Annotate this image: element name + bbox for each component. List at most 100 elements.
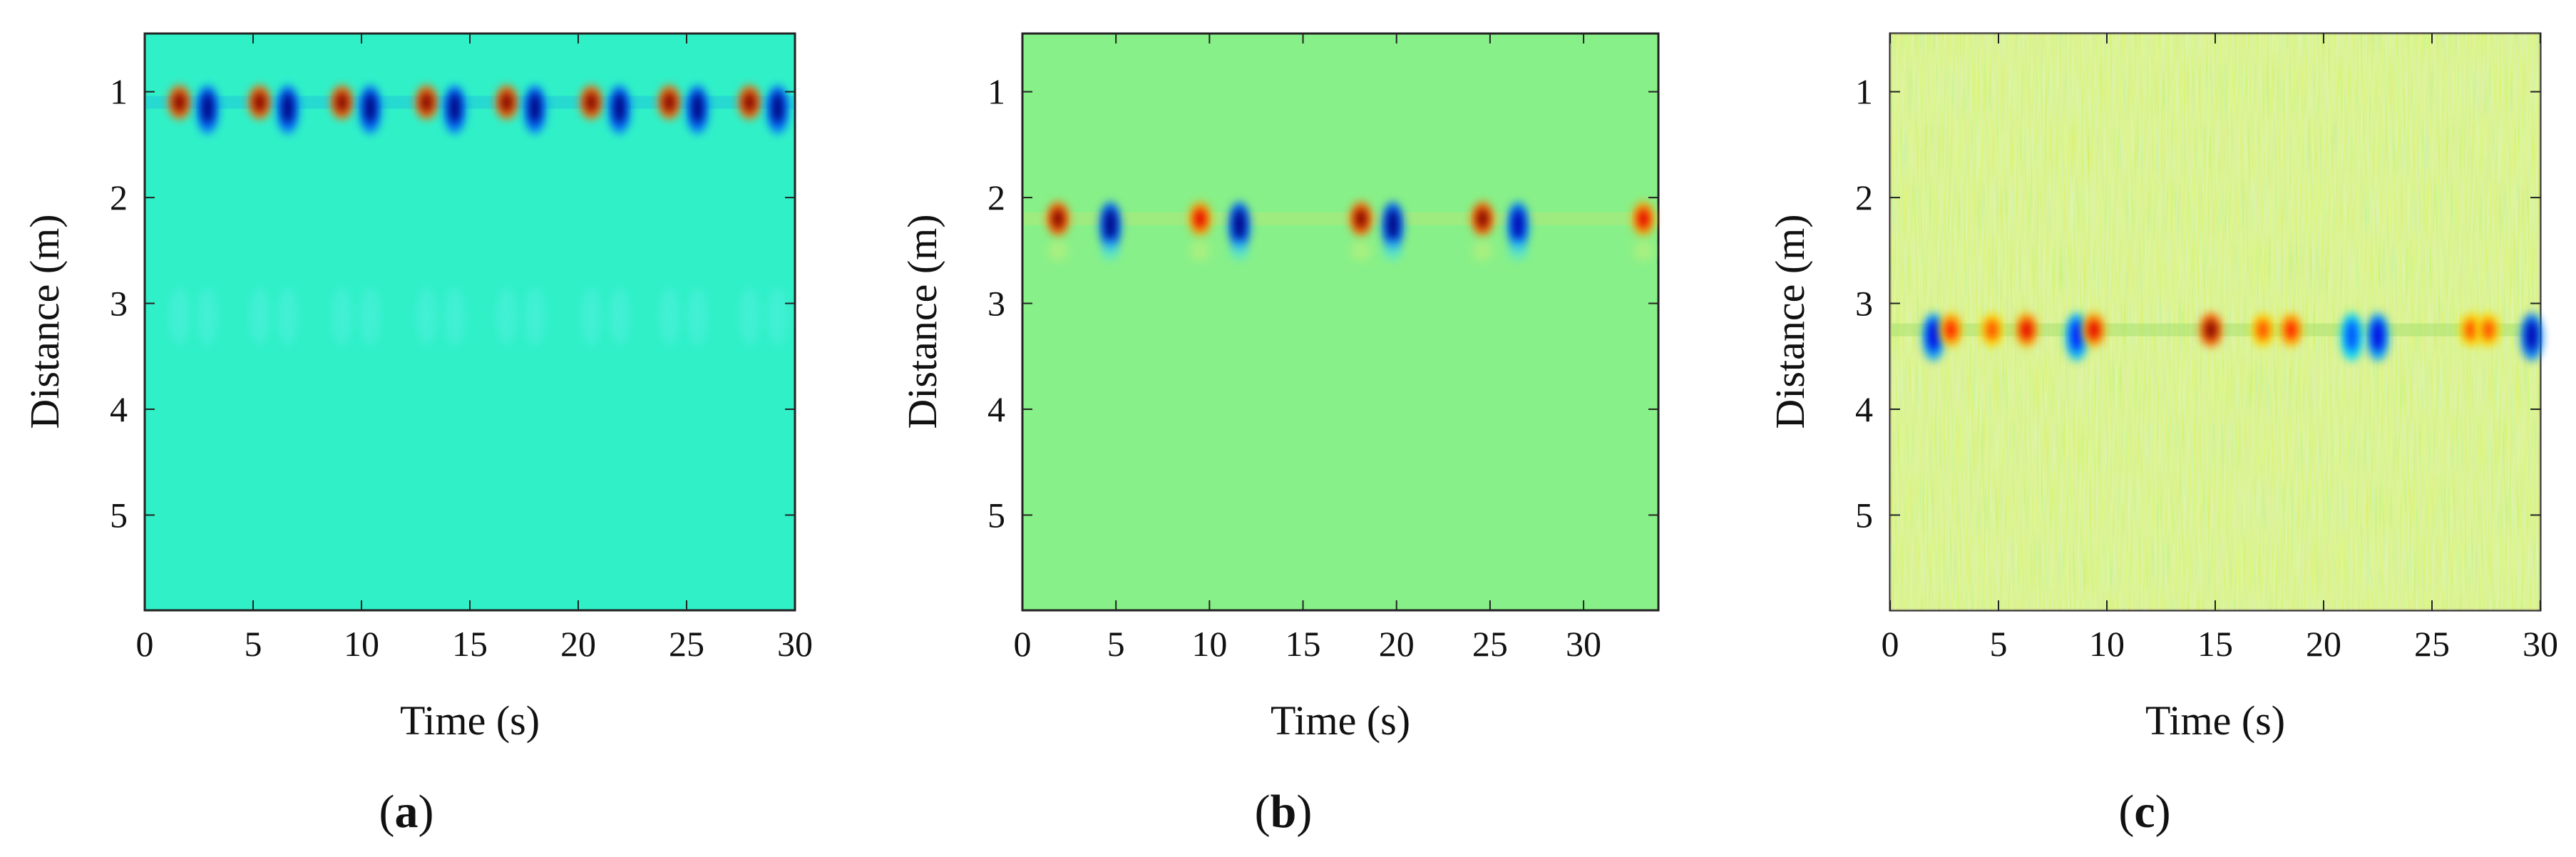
panel-c-caption: (c) xyxy=(2118,786,2170,838)
burst-mark xyxy=(282,92,294,124)
y-tick-label: 2 xyxy=(1855,178,1873,217)
burst-echo xyxy=(581,287,602,345)
burst-mark xyxy=(2465,319,2477,340)
panel-c-x-label: Time (s) xyxy=(2145,697,2285,744)
burst-mark xyxy=(2088,319,2100,340)
panel-a-axes: 0 5 10 15 20 25 30 1 2 3 4 5 xyxy=(110,34,813,664)
y-tick-label: 2 xyxy=(987,178,1005,217)
burst-mark xyxy=(1927,319,1939,351)
x-tick-label: 15 xyxy=(1286,624,1321,664)
panel-c-axes: 0 5 10 15 20 25 30 1 2 3 4 5 xyxy=(1855,34,2558,664)
x-tick-label: 15 xyxy=(2197,624,2233,664)
burst-mark xyxy=(1355,208,1367,229)
burst-mark xyxy=(501,92,513,113)
burst-mark xyxy=(254,92,266,113)
burst-echo xyxy=(1190,240,1211,261)
burst-mark xyxy=(202,92,214,124)
x-tick-label: 5 xyxy=(1107,624,1125,664)
panel-a-caption: (a) xyxy=(379,786,434,838)
burst-mark xyxy=(663,92,675,113)
y-tick-label: 4 xyxy=(110,389,128,429)
panel-b-axes: 0 5 10 15 20 25 30 1 2 3 4 5 xyxy=(987,34,1658,664)
x-tick-label: 0 xyxy=(1882,624,1899,664)
panel-b-heat-marks xyxy=(1024,201,1657,261)
burst-mark xyxy=(585,92,597,113)
burst-mark xyxy=(1194,208,1206,229)
burst-mark xyxy=(1387,208,1399,240)
burst-mark xyxy=(2070,319,2083,351)
burst-mark xyxy=(771,92,784,124)
burst-mark xyxy=(2483,319,2495,340)
burst-mark xyxy=(2021,319,2033,340)
panel-b-x-label: Time (s) xyxy=(1271,697,1410,744)
burst-echo xyxy=(250,287,270,345)
y-tick-label: 4 xyxy=(1855,389,1873,429)
burst-mark xyxy=(1233,208,1246,240)
burst-echo xyxy=(444,287,465,345)
burst-echo xyxy=(332,287,352,345)
x-tick-label: 15 xyxy=(452,624,488,664)
burst-echo xyxy=(659,287,679,345)
y-tick-label: 5 xyxy=(110,495,128,535)
burst-echo xyxy=(525,287,545,345)
y-tick-label: 3 xyxy=(987,284,1005,324)
x-tick-label: 25 xyxy=(1472,624,1508,664)
x-tick-label: 25 xyxy=(669,624,704,664)
x-tick-label: 0 xyxy=(136,624,154,664)
x-tick-label: 30 xyxy=(777,624,813,664)
burst-echo xyxy=(687,287,708,345)
burst-mark xyxy=(2257,319,2269,340)
burst-mark xyxy=(744,92,756,113)
burst-mark xyxy=(2205,319,2217,340)
burst-echo xyxy=(360,287,381,345)
target-range-band xyxy=(146,96,794,109)
burst-mark xyxy=(2346,319,2358,351)
x-tick-label: 30 xyxy=(2523,624,2558,664)
target-range-band xyxy=(1024,212,1657,225)
burst-echo xyxy=(277,287,298,345)
burst-mark xyxy=(613,92,625,124)
y-tick-label: 2 xyxy=(110,178,128,217)
burst-echo xyxy=(739,287,760,345)
x-tick-label: 10 xyxy=(344,624,379,664)
burst-mark xyxy=(1512,208,1524,240)
burst-mark xyxy=(364,92,376,124)
panel-c-y-label: Distance (m) xyxy=(1767,214,1813,428)
burst-echo xyxy=(1508,240,1529,261)
panel-a-heat-marks xyxy=(146,85,794,345)
burst-mark xyxy=(336,92,348,113)
y-tick-label: 5 xyxy=(1855,495,1873,535)
burst-mark xyxy=(2285,319,2297,340)
burst-mark xyxy=(1986,319,1998,340)
y-tick-label: 1 xyxy=(1855,72,1873,112)
burst-mark xyxy=(2372,319,2383,351)
y-tick-label: 5 xyxy=(987,495,1005,535)
burst-mark xyxy=(1477,208,1489,229)
burst-mark xyxy=(1052,208,1064,229)
burst-mark xyxy=(1638,208,1650,229)
burst-mark xyxy=(421,92,433,113)
burst-echo xyxy=(1047,240,1068,261)
burst-echo xyxy=(1472,240,1493,261)
burst-echo xyxy=(1100,240,1121,261)
panel-a-y-label: Distance (m) xyxy=(21,214,68,428)
x-tick-label: 20 xyxy=(560,624,596,664)
burst-mark xyxy=(529,92,541,124)
burst-echo xyxy=(1633,240,1654,261)
burst-echo xyxy=(1229,240,1250,261)
burst-mark xyxy=(2525,319,2537,351)
burst-echo xyxy=(496,287,517,345)
x-tick-label: 10 xyxy=(1191,624,1227,664)
panel-c-heat-marks xyxy=(1892,312,2543,361)
x-tick-label: 10 xyxy=(2089,624,2125,664)
y-tick-label: 4 xyxy=(987,389,1005,429)
burst-echo xyxy=(767,287,788,345)
burst-mark xyxy=(173,92,185,113)
x-tick-label: 0 xyxy=(1014,624,1032,664)
y-tick-label: 3 xyxy=(1855,284,1873,324)
burst-echo xyxy=(197,287,218,345)
